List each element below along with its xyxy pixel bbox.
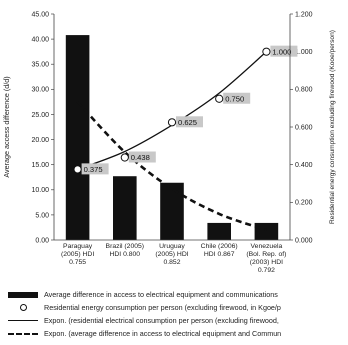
right-tick-label: 1.000 [295, 49, 313, 56]
left-tick-label: 25.00 [31, 112, 49, 119]
right-axis-label: Residential energy consumption excluding… [329, 30, 336, 224]
category-label: Venezuela (Bol. Rep. of) (2003) HDI 0.792 [246, 243, 286, 274]
point-label-box [176, 116, 203, 128]
point-label: 0.375 [84, 165, 103, 174]
category-label-line: 0.755 [69, 259, 86, 266]
category-label: Brazil (2005) HDI 0.800 [106, 243, 145, 258]
bar [65, 35, 90, 240]
point-trend-line [77, 51, 267, 170]
category-label-line: (2005) HDI [61, 251, 94, 258]
bar [207, 222, 231, 240]
right-tick-label: 0.000 [295, 237, 313, 244]
left-tick-label: 5.00 [35, 212, 49, 219]
legend-label: Expon. (residential electrical consumpti… [44, 316, 279, 325]
bar [254, 222, 279, 240]
legend-line-swatch [6, 316, 40, 326]
legend-label: Average difference in access to electric… [44, 290, 278, 299]
data-point [215, 94, 224, 103]
left-tick-label: 30.00 [31, 87, 49, 94]
right-axis-ticks: 0.000 0.200 0.400 0.600 0.800 1.000 1.200 [290, 11, 313, 244]
category-label-line: Venezuela [251, 243, 283, 250]
left-tick-label: 20.00 [31, 137, 49, 144]
legend-item-bar-trend: Expon. (average difference in access to … [6, 327, 348, 340]
bar-trend-line [76, 100, 267, 232]
point-label-box [270, 45, 298, 57]
category-label-line: (2005) HDI [155, 251, 188, 258]
category-label-line: HDI 0.867 [204, 251, 235, 258]
left-tick-label: 15.00 [31, 162, 49, 169]
legend-item-points: Residential energy consumption per perso… [6, 301, 348, 314]
legend-label: Residential energy consumption per perso… [44, 303, 281, 312]
category-label-line: Chile (2006) [201, 243, 238, 250]
legend-circle-swatch [6, 303, 40, 313]
left-axis-label: Average access difference (d/d) [2, 76, 11, 177]
data-point [120, 153, 129, 162]
left-tick-label: 45.00 [31, 11, 49, 18]
data-point [167, 118, 177, 127]
category-label-line: HDI 0.800 [109, 251, 140, 258]
point-label: 1.000 [272, 47, 291, 56]
legend-label: Expon. (average difference in access to … [44, 329, 282, 338]
data-point [262, 47, 271, 56]
category-label-line: 0.852 [163, 259, 180, 266]
legend-dash-swatch [6, 329, 40, 339]
category-label-line: Brazil (2005) [106, 243, 145, 250]
point-label: 0.750 [225, 94, 244, 103]
left-tick-label: 10.00 [31, 187, 49, 194]
right-tick-label: 1.200 [295, 11, 313, 18]
bar [113, 176, 137, 240]
category-label-line: (Bol. Rep. of) [246, 251, 286, 258]
point-label-box [128, 151, 156, 163]
category-label: Uruguay (2005) HDI 0.852 [155, 243, 188, 266]
bar [160, 182, 184, 240]
right-tick-label: 0.800 [295, 87, 313, 94]
legend-item-bars: Average difference in access to electric… [6, 288, 348, 301]
point-label: 0.625 [178, 118, 197, 127]
data-point [73, 165, 82, 174]
point-series: 0.375 0.438 0.625 0.750 1.000 [73, 45, 298, 175]
legend-bar-swatch [6, 290, 40, 300]
left-tick-label: 35.00 [31, 62, 49, 69]
left-tick-label: 0.00 [35, 237, 49, 244]
point-label: 0.438 [131, 153, 150, 162]
legend: Average difference in access to electric… [6, 288, 348, 340]
bar-trendline [76, 100, 267, 232]
category-label-line: 0.792 [258, 267, 275, 274]
right-tick-label: 0.400 [295, 162, 313, 169]
category-label-line: Paraguay [63, 243, 93, 250]
legend-item-point-trend: Expon. (residential electrical consumpti… [6, 314, 348, 327]
point-label-box [223, 92, 251, 104]
right-tick-label: 0.600 [295, 124, 313, 131]
category-label-line: (2003) HDI [250, 259, 283, 266]
right-tick-label: 0.200 [295, 200, 313, 207]
left-tick-label: 40.00 [31, 37, 49, 44]
left-axis-ticks: 0.00 5.00 10.00 15.00 20.00 25.00 30.00 35.00 40… [31, 11, 54, 244]
point-label-box [81, 163, 109, 175]
category-label-line: Uruguay [159, 243, 185, 250]
point-trendline [77, 51, 267, 170]
category-label: Paraguay (2005) HDI 0.755 [61, 243, 94, 266]
bar-series [65, 35, 279, 240]
category-label: Chile (2006) HDI 0.867 [201, 243, 238, 258]
